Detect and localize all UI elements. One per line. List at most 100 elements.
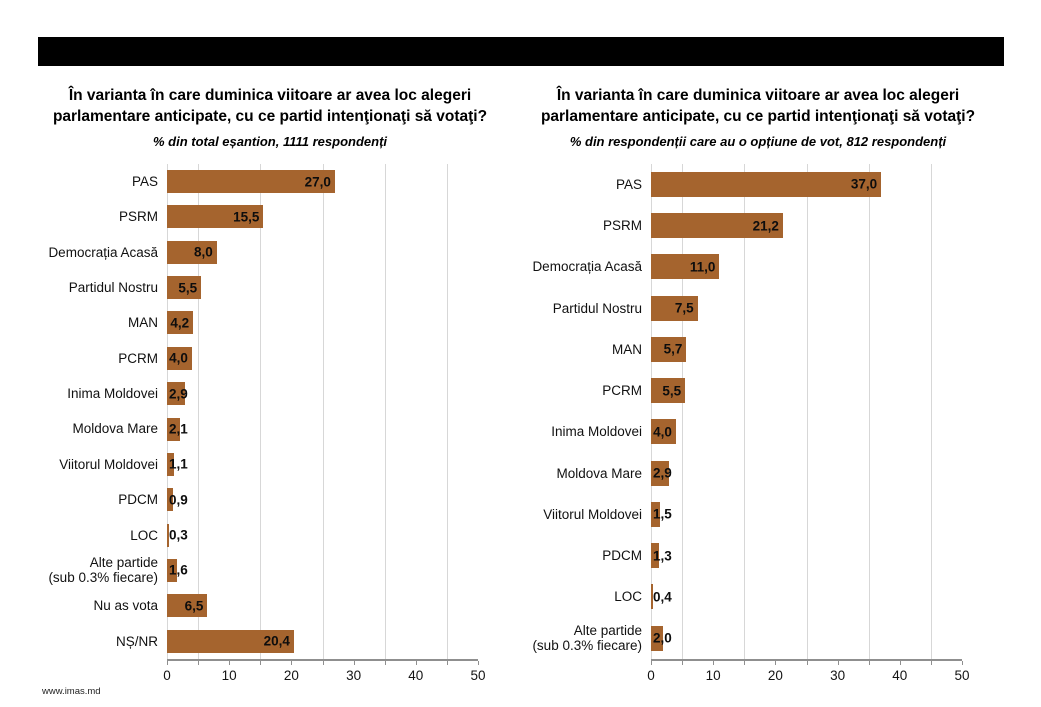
axis-tick [415,660,417,665]
axis-tick-label: 50 [954,667,970,683]
axis-tick [744,660,746,665]
gridline [682,163,684,659]
axis-tick [837,660,839,665]
bar [167,629,294,653]
chart-row: PCRM 4,0 [40,341,500,376]
category-label: LOC [130,527,158,543]
bar [167,523,169,547]
axis-tick-label: 40 [408,667,424,683]
bar-cell: 1,3 [651,535,962,576]
bar-cell: 2,1 [167,411,478,446]
bar [167,170,335,194]
axis-tick [930,660,932,665]
category-label: PSRM [602,218,642,234]
value-label: 5,7 [663,341,683,357]
plot-area: PAS 27,0 PSRM 15,5 Democrația Acasă 8,0 Partid… [40,163,500,687]
axis-tick-label: 30 [830,667,846,683]
axis-tick [868,660,870,665]
axis-tick [291,660,293,665]
bar [651,336,687,362]
category-label: Inima Moldovei [551,424,642,440]
axis-tick-label: 0 [163,667,171,683]
value-label: 4,0 [653,424,672,440]
gridline [167,163,168,659]
chart-total-sample: În varianta în care duminica viitoare ar… [40,86,500,687]
axis-tick-label: 50 [470,667,486,683]
bar [167,558,177,582]
axis-tick-label: 40 [892,667,908,683]
bar-cell: 21,2 [651,205,962,246]
bar [651,460,670,486]
bar [167,452,174,476]
footer-url: www.imas.md [42,686,101,697]
chart-row: MAN 5,7 [523,329,993,370]
axis-tick [260,660,262,665]
axis-tick [962,660,963,665]
value-label: 2,9 [653,465,672,481]
axis-tick [775,660,777,665]
bar-cell: 5,5 [167,270,478,305]
gridline [260,163,262,659]
bar [651,584,654,610]
chart-row: Inima Moldovei 4,0 [523,411,993,452]
bar-cell: 6,5 [167,588,478,623]
category-label: PCRM [602,383,642,399]
value-label: 2,0 [653,630,672,646]
chart-row: NȘ/NR 20,4 [40,624,500,659]
chart-row: PCRM 5,5 [523,370,993,411]
bar-cell: 1,5 [651,494,962,535]
axis-tick [713,660,715,665]
bar-cell: 8,0 [167,235,478,270]
bar [651,501,661,527]
axis-tick [353,660,355,665]
value-label: 7,5 [674,300,694,316]
category-label: Alte partide (sub 0.3% fiecare) [48,555,158,586]
axis-tick-label: 20 [767,667,783,683]
bar [651,419,676,445]
category-label: Inima Moldovei [67,386,158,402]
value-label: 1,6 [169,562,188,578]
category-label: Moldova Mare [556,465,642,481]
bar [167,594,208,618]
x-axis: 0 10 20 30 40 50 [163,658,486,687]
category-label: Moldova Mare [72,421,158,437]
bar [651,171,882,197]
value-label: 1,5 [653,506,672,522]
chart-row: PSRM 21,2 [523,205,993,246]
chart-voters-with-option: În varianta în care duminica viitoare ar… [523,86,993,687]
category-label: Partidul Nostru [552,300,642,316]
category-label: PDCM [602,548,642,564]
gridline [930,163,932,659]
value-label: 2,9 [169,386,188,402]
bar-cell: 4,0 [651,411,962,452]
chart-row: LOC 0,4 [523,576,993,617]
category-label: PCRM [118,350,158,366]
bar [167,488,173,512]
chart-row: Moldova Mare 2,1 [40,411,500,446]
bar-cell: 0,3 [167,517,478,552]
chart-row: Viitorul Moldovei 1,1 [40,447,500,482]
value-label: 5,5 [178,280,198,296]
axis-tick-label: 20 [283,667,299,683]
value-label: 37,0 [850,176,878,192]
value-label: 0,4 [653,589,672,605]
gridline [198,163,200,659]
bar-cell: 0,4 [651,576,962,617]
category-label: Democrația Acasă [48,244,158,260]
chart-title: În varianta în care duminica viitoare ar… [52,87,488,125]
gridline [868,163,870,659]
gridline [806,163,808,659]
bar-cell: 20,4 [167,624,478,659]
chart-row: Partidul Nostru 7,5 [523,288,993,329]
gridline [322,163,324,659]
axis-tick [899,660,901,665]
chart-row: PAS 37,0 [523,164,993,205]
category-label: Nu as vota [93,598,158,614]
value-label: 2,1 [169,421,188,437]
gridline [384,163,386,659]
value-label: 1,3 [653,548,672,564]
chart-row: PDCM 1,3 [523,535,993,576]
bar-cell: 4,2 [167,305,478,340]
value-label: 4,2 [170,315,190,331]
bar [651,254,720,280]
